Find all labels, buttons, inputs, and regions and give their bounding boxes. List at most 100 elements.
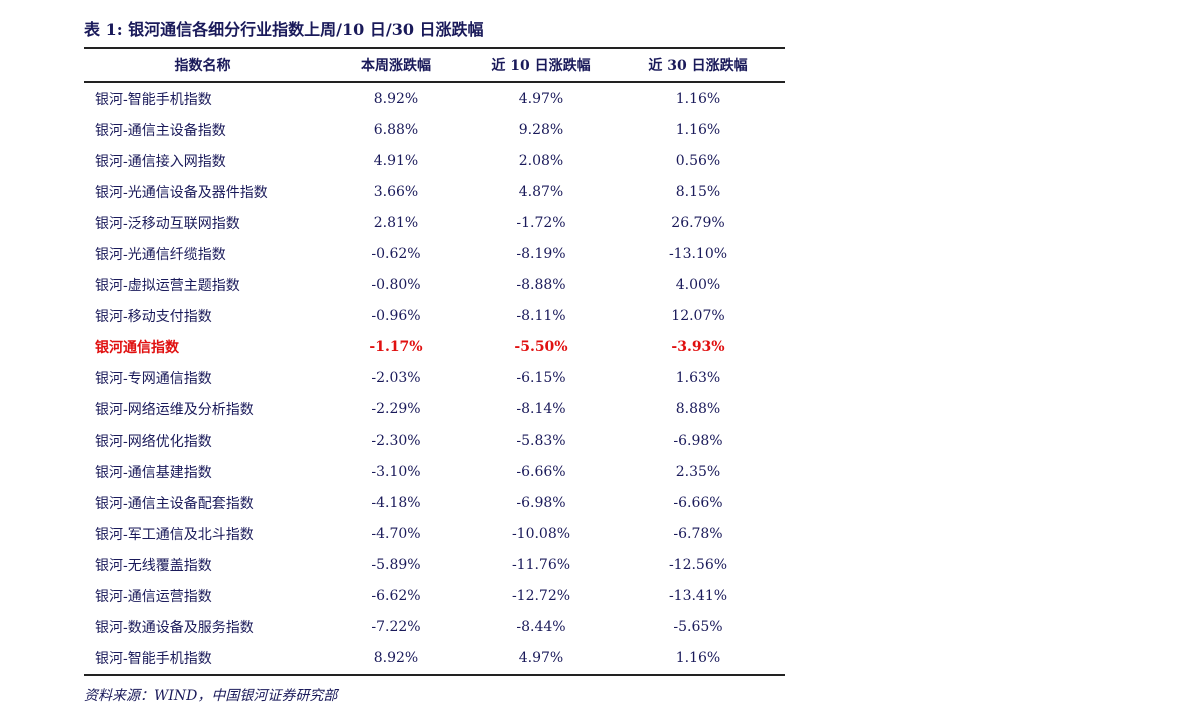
change-cell: -5.83% <box>516 432 566 449</box>
table-row: 银河-无线覆盖指数 -5.89% -11.76% -12.56% <box>84 549 785 580</box>
index-name: 银河-通信运营指数 <box>95 589 212 606</box>
change-cell: -5.50% <box>514 339 568 356</box>
change-cell: -10.08% <box>511 525 571 542</box>
header-cell: 本周涨跌幅 <box>321 47 471 83</box>
table-row: 银河-虚拟运营主题指数 -0.80% -8.88% 4.00% <box>84 270 785 301</box>
change-cell: -6.15% <box>516 370 566 387</box>
change-cell: -4.18% <box>371 494 421 511</box>
change-cell: -1.72% <box>516 214 566 231</box>
change-cell: 1.16% <box>675 90 721 107</box>
change-cell: -0.80% <box>371 277 421 294</box>
change-cell: 8.92% <box>321 642 471 676</box>
index-name: 银河-智能手机指数 <box>84 642 321 676</box>
index-name: 银河-数通设备及服务指数 <box>95 620 254 637</box>
index-name: 银河-通信接入网指数 <box>95 153 226 170</box>
table-row: 银河-军工通信及北斗指数 -4.70% -10.08% -6.78% <box>84 518 785 549</box>
table-row: 银河-智能手机指数 8.92% 4.97% 1.16% <box>84 642 785 676</box>
index-name: 银河-虚拟运营主题指数 <box>95 278 240 295</box>
change-cell: 12.07% <box>671 308 725 325</box>
table-row: 银河-网络运维及分析指数 -2.29% -8.14% 8.88% <box>84 394 785 425</box>
header-cell: 近 30 日涨跌幅 <box>611 47 785 83</box>
change-cell: -2.30% <box>371 432 421 449</box>
change-cell: 9.28% <box>518 121 564 138</box>
table-row: 银河-通信接入网指数 4.91% 2.08% 0.56% <box>84 145 785 176</box>
change-cell: 4.00% <box>675 277 721 294</box>
index-name: 银河-光通信纤缆指数 <box>95 247 226 264</box>
change-cell: -8.44% <box>516 619 566 636</box>
change-cell: -6.78% <box>673 525 723 542</box>
change-cell: -8.19% <box>516 246 566 263</box>
change-cell: 8.15% <box>675 183 721 200</box>
table-body: 银河-智能手机指数 8.92% 4.97% 1.16% 银河-通信主设备指数 6.88% 9… <box>84 82 785 676</box>
table-row: 银河-移动支付指数 -0.96% -8.11% 12.07% <box>84 301 785 332</box>
change-cell: -2.29% <box>371 401 421 418</box>
change-cell: -4.70% <box>371 525 421 542</box>
index-name: 银河-智能手机指数 <box>95 91 212 108</box>
change-cell: -6.98% <box>673 432 723 449</box>
index-name: 银河-通信基建指数 <box>95 464 212 481</box>
change-cell: 26.79% <box>671 214 725 231</box>
change-cell: 8.88% <box>675 401 721 418</box>
table-row: 银河-专网通信指数 -2.03% -6.15% 1.63% <box>84 363 785 394</box>
change-cell: -13.41% <box>668 588 728 605</box>
change-cell: -12.56% <box>668 556 728 573</box>
index-name: 银河-无线覆盖指数 <box>95 557 212 574</box>
header-cell: 近 10 日涨跌幅 <box>471 47 611 83</box>
index-name: 银河通信指数 <box>95 340 179 357</box>
change-cell: -6.98% <box>516 494 566 511</box>
change-cell: 8.92% <box>373 90 419 107</box>
change-cell: -3.93% <box>671 339 725 356</box>
change-cell: 1.63% <box>675 370 721 387</box>
change-cell: 4.97% <box>471 642 611 676</box>
table-row: 银河-通信主设备指数 6.88% 9.28% 1.16% <box>84 114 785 145</box>
change-cell: 4.97% <box>518 90 564 107</box>
change-cell: -2.03% <box>371 370 421 387</box>
data-table: 指数名称 本周涨跌幅近 10 日涨跌幅近 30 日涨跌幅 银河-智能手机指数 8.9… <box>84 47 785 676</box>
change-cell: -6.66% <box>673 494 723 511</box>
table-row: 银河通信指数 -1.17% -5.50% -3.93% <box>84 332 785 363</box>
table-row: 银河-光通信纤缆指数 -0.62% -8.19% -13.10% <box>84 238 785 269</box>
index-name: 银河-专网通信指数 <box>95 371 212 388</box>
table-row: 银河-通信主设备配套指数 -4.18% -6.98% -6.66% <box>84 487 785 518</box>
change-cell: -0.96% <box>371 308 421 325</box>
change-cell: -6.66% <box>516 463 566 480</box>
table-row: 银河-通信运营指数 -6.62% -12.72% -13.41% <box>84 581 785 612</box>
index-name: 银河-移动支付指数 <box>95 309 212 326</box>
change-cell: 6.88% <box>373 121 419 138</box>
change-cell: -5.65% <box>673 619 723 636</box>
change-cell: 1.16% <box>611 642 785 676</box>
table-row: 银河-智能手机指数 8.92% 4.97% 1.16% <box>84 82 785 114</box>
index-name: 银河-军工通信及北斗指数 <box>95 526 254 543</box>
index-name: 银河-光通信设备及器件指数 <box>95 184 268 201</box>
change-cell: -3.10% <box>371 463 421 480</box>
table-row: 银河-泛移动互联网指数 2.81% -1.72% 26.79% <box>84 207 785 238</box>
header-row: 指数名称 本周涨跌幅近 10 日涨跌幅近 30 日涨跌幅 <box>84 47 785 83</box>
change-cell: 1.16% <box>675 121 721 138</box>
change-cell: -8.14% <box>516 401 566 418</box>
index-name: 银河-泛移动互联网指数 <box>95 215 240 232</box>
table-row: 银河-数通设备及服务指数 -7.22% -8.44% -5.65% <box>84 612 785 643</box>
change-cell: 2.08% <box>518 152 564 169</box>
index-name: 银河-通信主设备指数 <box>95 122 226 139</box>
change-cell: -1.17% <box>369 339 423 356</box>
table-row: 银河-网络优化指数 -2.30% -5.83% -6.98% <box>84 425 785 456</box>
table-title: 表 1: 银河通信各细分行业指数上周/10 日/30 日涨跌幅 <box>84 20 484 39</box>
change-cell: -13.10% <box>668 246 728 263</box>
change-cell: 4.87% <box>518 183 564 200</box>
change-cell: -11.76% <box>511 556 571 573</box>
table-row: 银河-通信基建指数 -3.10% -6.66% 2.35% <box>84 456 785 487</box>
change-cell: -0.62% <box>371 246 421 263</box>
change-cell: 4.91% <box>373 152 419 169</box>
index-name: 银河-通信主设备配套指数 <box>95 495 254 512</box>
change-cell: -8.88% <box>516 277 566 294</box>
change-cell: -6.62% <box>371 588 421 605</box>
index-name: 银河-网络优化指数 <box>95 433 212 450</box>
header-cell: 指数名称 <box>84 47 321 83</box>
change-cell: 0.56% <box>675 152 721 169</box>
change-cell: 2.81% <box>373 214 419 231</box>
table-row: 银河-光通信设备及器件指数 3.66% 4.87% 8.15% <box>84 176 785 207</box>
change-cell: -8.11% <box>516 308 566 325</box>
change-cell: 3.66% <box>373 183 419 200</box>
change-cell: -5.89% <box>371 556 421 573</box>
